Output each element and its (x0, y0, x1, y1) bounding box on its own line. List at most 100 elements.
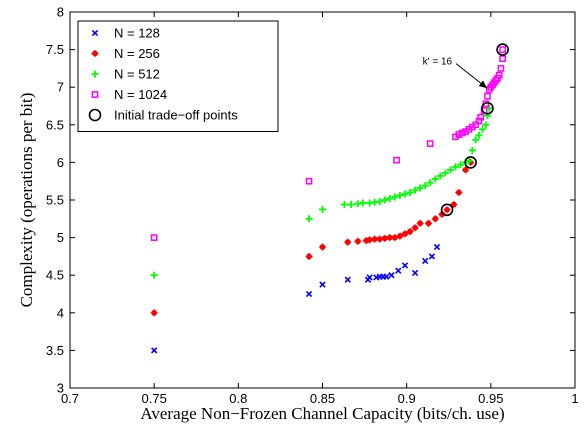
data-point (359, 199, 367, 207)
data-point (344, 238, 352, 246)
data-point (451, 163, 459, 171)
data-point (411, 224, 419, 232)
data-point (475, 117, 483, 125)
data-point (319, 205, 326, 213)
legend-label: N = 512 (114, 67, 160, 82)
data-point (465, 157, 473, 165)
y-tick-label: 3 (57, 381, 64, 396)
data-point (431, 215, 439, 223)
data-point (391, 193, 399, 201)
data-point (406, 188, 414, 196)
data-point (428, 253, 436, 260)
data-point (386, 194, 394, 202)
data-point (426, 140, 434, 147)
data-point (416, 219, 424, 227)
legend-marker (91, 70, 99, 78)
data-point (151, 347, 158, 354)
data-point (388, 272, 395, 279)
data-point (340, 201, 348, 209)
data-point (497, 65, 505, 72)
y-tick-label: 8 (57, 5, 64, 20)
data-point (396, 232, 404, 240)
data-point (401, 230, 409, 238)
data-point (496, 43, 509, 56)
data-point (424, 219, 433, 227)
data-point (305, 290, 313, 298)
y-tick-label: 7.5 (46, 42, 64, 57)
x-tick-label: 1 (571, 391, 578, 406)
data-point (441, 169, 449, 177)
x-tick-label: 0.95 (478, 391, 503, 406)
legend-label: N = 128 (114, 26, 160, 41)
data-point (426, 179, 434, 187)
data-point (411, 186, 419, 194)
legend-label: N = 1024 (114, 87, 167, 102)
data-point (422, 257, 429, 265)
legend: N = 128 N = 256 N = 512 N = 1024 Initial tra… (77, 20, 279, 132)
data-point (436, 172, 444, 180)
data-point (457, 161, 465, 169)
data-point (468, 146, 476, 154)
data-point (150, 271, 158, 279)
data-point (371, 235, 379, 243)
data-point (383, 273, 390, 280)
y-tick-label: 5.5 (46, 193, 64, 208)
y-tick-label: 6.5 (46, 117, 64, 132)
data-point (305, 252, 313, 260)
x-tick-label: 0.75 (142, 391, 167, 406)
x-tick-label: 0.9 (398, 391, 416, 406)
data-point (499, 46, 506, 53)
series-n-128 (151, 243, 441, 354)
data-point (431, 175, 439, 183)
legend-box (77, 20, 279, 132)
data-point (478, 125, 486, 133)
data-point (391, 234, 399, 242)
annotation: k' = 16 (423, 57, 488, 89)
legend-marker (91, 29, 99, 37)
y-tick-label: 5 (57, 230, 64, 245)
data-point (475, 131, 483, 139)
x-tick-label: 0.8 (229, 391, 247, 406)
legend-item: N = 512 (91, 67, 160, 82)
data-point (305, 215, 313, 223)
data-point (305, 177, 313, 185)
data-point (366, 274, 373, 281)
data-point (455, 131, 463, 138)
legend-marker (91, 91, 99, 98)
y-tick-label: 4 (57, 305, 64, 320)
data-point (450, 200, 458, 209)
legend-item: N = 1024 (91, 87, 167, 102)
series-n-1024 (150, 46, 506, 241)
annotation-arrow-head (478, 80, 488, 89)
x-tick-label: 0.85 (310, 391, 335, 406)
data-point (472, 121, 480, 129)
data-point (455, 188, 463, 197)
plot-marks (150, 43, 509, 354)
data-point (395, 267, 402, 274)
y-tick-label: 6 (57, 155, 64, 170)
x-axis-label: Average Non−Frozen Channel Capacity (bit… (140, 404, 504, 423)
data-point (481, 101, 494, 115)
data-point (472, 136, 480, 144)
data-point (495, 71, 503, 79)
series-initial-tradeoff-points (440, 43, 509, 217)
data-point (416, 184, 424, 192)
data-point (393, 156, 400, 164)
data-point (318, 243, 327, 251)
data-point (354, 237, 362, 245)
legend-item: Initial trade−off points (88, 108, 238, 123)
data-point (386, 234, 394, 242)
series-n-256 (150, 158, 475, 317)
data-point (440, 203, 454, 217)
x-tick-label: 0.7 (61, 391, 79, 406)
data-point (396, 191, 404, 199)
legend-marker (88, 108, 102, 122)
data-point (406, 227, 414, 236)
legend-label: Initial trade−off points (114, 108, 238, 123)
y-tick-label: 3.5 (46, 343, 64, 358)
data-point (381, 196, 389, 204)
data-point (484, 92, 491, 100)
data-point (319, 281, 326, 288)
legend-item: N = 128 (91, 26, 160, 41)
